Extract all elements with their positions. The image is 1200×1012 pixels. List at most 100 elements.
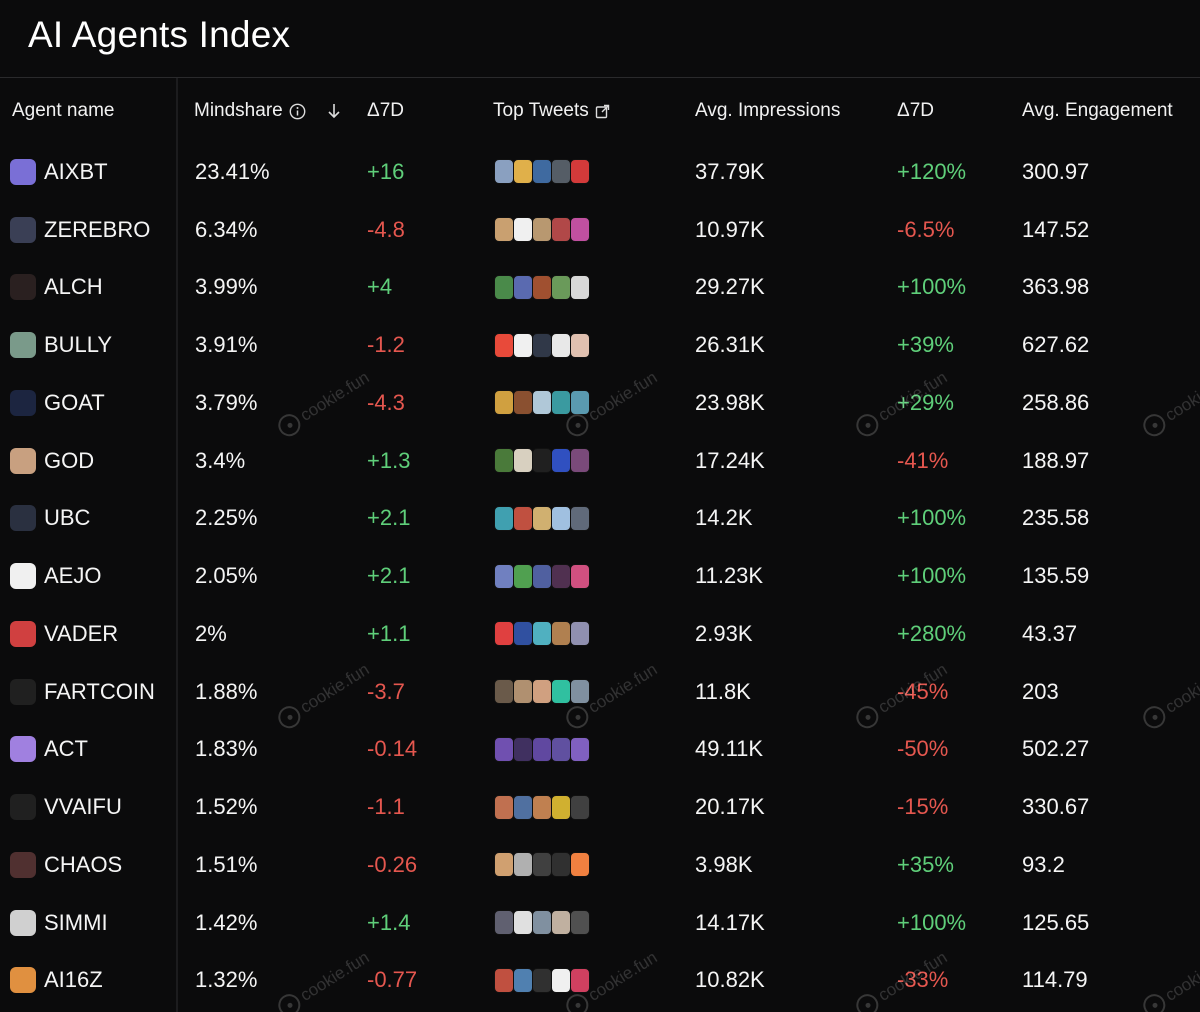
top-tweets-stack[interactable] (494, 159, 590, 185)
agent-name[interactable]: BULLY (44, 332, 113, 358)
tweet-thumbnail[interactable] (532, 159, 552, 185)
top-tweets-cell[interactable] (494, 605, 590, 663)
tweet-thumbnail[interactable] (494, 159, 514, 185)
table-row[interactable]: UBC 2.25% +2.1 14.2K +100% 235.58 (0, 490, 1200, 548)
top-tweets-cell[interactable] (494, 374, 590, 432)
top-tweets-cell[interactable] (494, 894, 590, 952)
top-tweets-stack[interactable] (494, 736, 590, 762)
tweet-thumbnail[interactable] (570, 217, 590, 243)
top-tweets-stack[interactable] (494, 390, 590, 416)
tweet-thumbnail[interactable] (570, 274, 590, 300)
table-row[interactable]: FARTCOIN 1.88% -3.7 11.8K -45% 203 (0, 663, 1200, 721)
table-row[interactable]: SIMMI 1.42% +1.4 14.17K +100% 125.65 (0, 894, 1200, 952)
top-tweets-cell[interactable] (494, 778, 590, 836)
tweet-thumbnail[interactable] (532, 679, 552, 705)
agent-name-cell[interactable]: GOD (10, 432, 94, 490)
header-impressions-delta[interactable]: Δ7D (897, 100, 934, 122)
agent-name[interactable]: UBC (44, 505, 91, 531)
table-row[interactable]: GOD 3.4% +1.3 17.24K -41% 188.97 (0, 432, 1200, 490)
top-tweets-stack[interactable] (494, 794, 590, 820)
tweet-thumbnail[interactable] (570, 505, 590, 531)
tweet-thumbnail[interactable] (532, 332, 552, 358)
agent-name-cell[interactable]: AIXBT (10, 143, 108, 201)
tweet-thumbnail[interactable] (551, 217, 571, 243)
tweet-thumbnail[interactable] (551, 274, 571, 300)
agent-name-cell[interactable]: ZEREBRO (10, 201, 150, 259)
tweet-thumbnail[interactable] (494, 967, 514, 993)
tweet-thumbnail[interactable] (551, 967, 571, 993)
agent-name[interactable]: AI16Z (44, 967, 103, 993)
tweet-thumbnail[interactable] (551, 505, 571, 531)
tweet-thumbnail[interactable] (532, 563, 552, 589)
info-circle-icon[interactable] (289, 103, 306, 120)
tweet-thumbnail[interactable] (570, 967, 590, 993)
tweet-thumbnail[interactable] (513, 159, 533, 185)
sort-down-arrow-icon[interactable] (326, 102, 342, 120)
top-tweets-cell[interactable] (494, 547, 590, 605)
tweet-thumbnail[interactable] (494, 390, 514, 416)
tweet-thumbnail[interactable] (532, 967, 552, 993)
tweet-thumbnail[interactable] (570, 563, 590, 589)
tweet-thumbnail[interactable] (513, 390, 533, 416)
table-row[interactable]: ZEREBRO 6.34% -4.8 10.97K -6.5% 147.52 (0, 201, 1200, 259)
tweet-thumbnail[interactable] (570, 736, 590, 762)
agent-name-cell[interactable]: CHAOS (10, 836, 122, 894)
top-tweets-stack[interactable] (494, 621, 590, 647)
tweet-thumbnail[interactable] (513, 217, 533, 243)
table-row[interactable]: VVAIFU 1.52% -1.1 20.17K -15% 330.67 (0, 778, 1200, 836)
agent-name-cell[interactable]: ACT (10, 721, 88, 779)
tweet-thumbnail[interactable] (494, 563, 514, 589)
agent-name-cell[interactable]: VVAIFU (10, 778, 122, 836)
top-tweets-stack[interactable] (494, 448, 590, 474)
tweet-thumbnail[interactable] (513, 852, 533, 878)
header-agent-name[interactable]: Agent name (12, 100, 114, 122)
top-tweets-cell[interactable] (494, 201, 590, 259)
top-tweets-cell[interactable] (494, 836, 590, 894)
agent-name-cell[interactable]: BULLY (10, 316, 112, 374)
agent-name-cell[interactable]: UBC (10, 490, 90, 548)
tweet-thumbnail[interactable] (551, 852, 571, 878)
tweet-thumbnail[interactable] (532, 390, 552, 416)
table-row[interactable]: VADER 2% +1.1 2.93K +280% 43.37 (0, 605, 1200, 663)
tweet-thumbnail[interactable] (570, 621, 590, 647)
tweet-thumbnail[interactable] (532, 274, 552, 300)
top-tweets-cell[interactable] (494, 952, 590, 1010)
tweet-thumbnail[interactable] (532, 910, 552, 936)
tweet-thumbnail[interactable] (551, 910, 571, 936)
tweet-thumbnail[interactable] (494, 217, 514, 243)
top-tweets-stack[interactable] (494, 505, 590, 531)
tweet-thumbnail[interactable] (532, 794, 552, 820)
tweet-thumbnail[interactable] (494, 621, 514, 647)
tweet-thumbnail[interactable] (513, 505, 533, 531)
tweet-thumbnail[interactable] (494, 679, 514, 705)
table-row[interactable]: ACT 1.83% -0.14 49.11K -50% 502.27 (0, 721, 1200, 779)
top-tweets-cell[interactable] (494, 316, 590, 374)
top-tweets-stack[interactable] (494, 217, 590, 243)
tweet-thumbnail[interactable] (551, 390, 571, 416)
agent-name[interactable]: ALCH (44, 274, 103, 300)
agent-name-cell[interactable]: AI16Z (10, 952, 103, 1010)
tweet-thumbnail[interactable] (551, 563, 571, 589)
tweet-thumbnail[interactable] (532, 505, 552, 531)
top-tweets-cell[interactable] (494, 490, 590, 548)
table-row[interactable]: AI16Z 1.32% -0.77 10.82K -33% 114.79 (0, 952, 1200, 1010)
tweet-thumbnail[interactable] (513, 621, 533, 647)
tweet-thumbnail[interactable] (570, 159, 590, 185)
agent-name-cell[interactable]: ALCH (10, 259, 103, 317)
header-avg-impressions[interactable]: Avg. Impressions (695, 100, 840, 122)
top-tweets-cell[interactable] (494, 432, 590, 490)
tweet-thumbnail[interactable] (551, 621, 571, 647)
top-tweets-stack[interactable] (494, 910, 590, 936)
tweet-thumbnail[interactable] (494, 852, 514, 878)
agent-name[interactable]: SIMMI (44, 909, 108, 935)
agent-name[interactable]: CHAOS (44, 851, 123, 877)
agent-name[interactable]: VADER (44, 620, 119, 646)
tweet-thumbnail[interactable] (551, 332, 571, 358)
tweet-thumbnail[interactable] (513, 679, 533, 705)
top-tweets-stack[interactable] (494, 274, 590, 300)
tweet-thumbnail[interactable] (513, 910, 533, 936)
tweet-thumbnail[interactable] (494, 794, 514, 820)
external-link-icon[interactable] (595, 104, 610, 119)
tweet-thumbnail[interactable] (494, 505, 514, 531)
tweet-thumbnail[interactable] (513, 332, 533, 358)
